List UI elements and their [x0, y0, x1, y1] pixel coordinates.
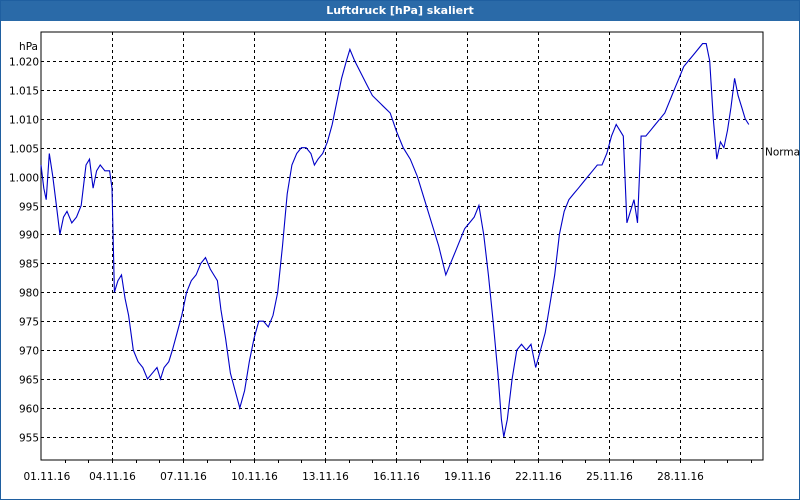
x-tick-label: 07.11.16 — [160, 471, 207, 483]
x-tick-label: 19.11.16 — [444, 471, 491, 483]
x-tick-label: 16.11.16 — [373, 471, 420, 483]
normal-reference-label: Normal — [765, 147, 800, 159]
x-tick-label: 10.11.16 — [231, 471, 278, 483]
y-tick-label: 1.020 — [9, 57, 39, 69]
y-tick-label: 990 — [19, 230, 39, 242]
y-tick-label: 960 — [19, 404, 39, 416]
y-tick-label: 1.015 — [9, 86, 39, 98]
x-tick-label: 25.11.16 — [586, 471, 633, 483]
y-tick-label: 980 — [19, 288, 39, 300]
x-tick-label: 28.11.16 — [657, 471, 704, 483]
y-tick-label: 1.000 — [9, 173, 39, 185]
pressure-series-line — [40, 43, 750, 438]
x-tick-label: 04.11.16 — [89, 471, 136, 483]
x-tick-label: 01.11.16 — [24, 471, 71, 483]
y-tick-label: 985 — [19, 259, 39, 271]
window-title: Luftdruck [hPa] skaliert — [1, 1, 799, 21]
y-tick-label: 975 — [19, 317, 39, 329]
y-tick-label: 995 — [19, 202, 39, 214]
y-axis-label: hPa — [19, 41, 38, 53]
y-tick-label: 1.005 — [9, 144, 39, 156]
plot-frame — [40, 31, 764, 461]
y-tick-label: 1.010 — [9, 115, 39, 127]
x-tick-label: 22.11.16 — [515, 471, 562, 483]
y-tick-label: 955 — [19, 433, 39, 445]
y-tick-label: 970 — [19, 346, 39, 358]
y-tick-label: 965 — [19, 375, 39, 387]
x-tick-label: 13.11.16 — [302, 471, 349, 483]
